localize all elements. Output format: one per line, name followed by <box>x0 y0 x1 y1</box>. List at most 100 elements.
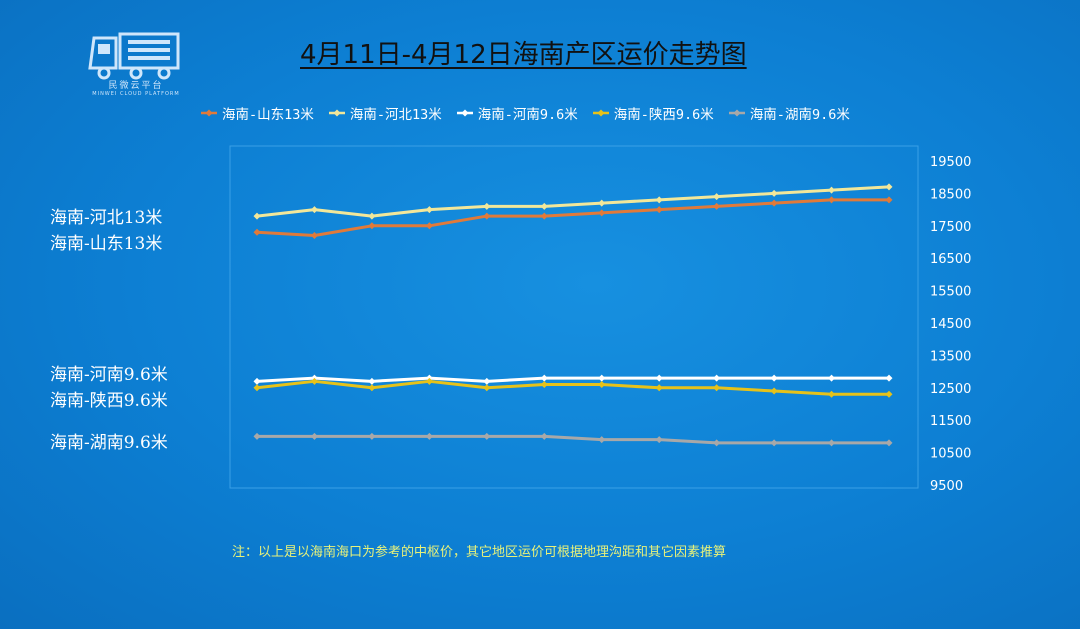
data-point <box>655 206 663 214</box>
data-point <box>368 432 376 440</box>
y-tick-label: 13500 <box>930 349 971 364</box>
data-point <box>770 439 778 447</box>
legend-label: 海南-山东13米 <box>222 107 314 123</box>
data-point <box>540 381 548 389</box>
plot-area <box>229 145 919 489</box>
series-points <box>253 183 893 447</box>
series-line-1 <box>255 185 891 218</box>
chart-title: 4月11日-4月12日海南产区运价走势图 <box>300 40 747 70</box>
data-point <box>655 374 663 382</box>
data-point <box>828 374 836 382</box>
data-point <box>253 384 261 392</box>
y-tick-label: 9500 <box>930 479 963 494</box>
data-point <box>598 436 606 444</box>
side-label-shandong: 海南-山东13米 <box>50 234 163 254</box>
side-label-hunan: 海南-湖南9.6米 <box>50 433 168 453</box>
data-point <box>425 206 433 214</box>
y-tick-label: 16500 <box>930 252 971 267</box>
y-tick-label: 11500 <box>930 414 971 429</box>
y-tick-label: 10500 <box>930 447 971 462</box>
data-point <box>483 202 491 210</box>
legend-item: 海南-陕西9.6米 <box>592 103 714 123</box>
legend-item: 海南-湖南9.6米 <box>728 103 850 123</box>
footnote: 注：以上是以海南海口为参考的中枢价，其它地区运价可根据地理沟距和其它因素推算 <box>232 545 727 560</box>
data-point <box>253 377 261 385</box>
data-point <box>713 384 721 392</box>
logo-subtext: MINWEI CLOUD PLATFORM <box>92 91 180 97</box>
legend-label: 海南-湖南9.6米 <box>749 107 850 123</box>
legend-item: 海南-河北13米 <box>328 103 442 123</box>
truck-icon <box>88 32 180 80</box>
data-point <box>655 196 663 204</box>
series-line-4 <box>255 434 891 445</box>
data-point <box>885 196 893 204</box>
data-point <box>655 384 663 392</box>
legend-marker <box>456 109 473 117</box>
y-tick-label: 17500 <box>930 220 971 235</box>
data-point <box>828 390 836 398</box>
side-label-henan: 海南-河南9.6米 <box>50 365 168 385</box>
legend-marker <box>328 109 345 117</box>
data-point <box>540 374 548 382</box>
data-point <box>770 374 778 382</box>
data-point <box>828 439 836 447</box>
y-tick-label: 12500 <box>930 382 971 397</box>
legend-label: 海南-陕西9.6米 <box>613 107 714 123</box>
y-tick-label: 15500 <box>930 285 971 300</box>
chart-legend: 海南-山东13米 海南-河北13米 海南-河南9.6米 海南-陕西9.6米 海南-湖南9… <box>200 103 850 123</box>
data-point <box>540 432 548 440</box>
data-point <box>598 209 606 217</box>
data-point <box>540 202 548 210</box>
series-lines <box>255 185 891 445</box>
data-point <box>770 199 778 207</box>
data-point <box>483 384 491 392</box>
series-line-0 <box>255 198 891 238</box>
legend-marker <box>201 109 217 117</box>
data-point <box>713 202 721 210</box>
data-point <box>885 439 893 447</box>
legend-marker <box>728 109 745 117</box>
data-point <box>253 212 261 220</box>
data-point <box>828 196 836 204</box>
data-point <box>310 377 318 385</box>
data-point <box>310 206 318 214</box>
data-point <box>483 432 491 440</box>
legend-item: 海南-山东13米 <box>200 103 314 123</box>
data-point <box>253 432 261 440</box>
series-line-3 <box>255 379 891 396</box>
y-tick-label: 18500 <box>930 187 971 202</box>
logo <box>84 26 184 98</box>
side-label-hebei: 海南-河北13米 <box>50 208 163 228</box>
legend-marker <box>592 109 609 117</box>
logo-text: 民微云平台 <box>108 81 164 91</box>
y-tick-label: 14500 <box>930 317 971 332</box>
data-point <box>713 439 721 447</box>
data-point <box>368 212 376 220</box>
data-point <box>598 374 606 382</box>
data-point <box>828 186 836 194</box>
data-point <box>425 222 433 230</box>
data-point <box>368 384 376 392</box>
series-line-2 <box>255 376 891 383</box>
legend-item: 海南-河南9.6米 <box>456 103 578 123</box>
data-point <box>598 381 606 389</box>
data-point <box>368 377 376 385</box>
y-tick-label: 19500 <box>930 155 971 170</box>
data-point <box>425 377 433 385</box>
data-point <box>655 436 663 444</box>
data-point <box>368 222 376 230</box>
data-point <box>483 212 491 220</box>
side-label-shaanxi: 海南-陕西9.6米 <box>50 391 168 411</box>
data-point <box>885 183 893 191</box>
data-point <box>310 432 318 440</box>
y-axis: 9500 10500 11500 12500 13500 14500 15500 16500 1… <box>930 155 971 494</box>
data-point <box>713 193 721 201</box>
data-point <box>598 199 606 207</box>
data-point <box>770 189 778 197</box>
legend-label: 海南-河南9.6米 <box>477 107 578 123</box>
data-point <box>253 228 261 236</box>
data-point <box>770 387 778 395</box>
data-point <box>885 374 893 382</box>
data-point <box>885 390 893 398</box>
